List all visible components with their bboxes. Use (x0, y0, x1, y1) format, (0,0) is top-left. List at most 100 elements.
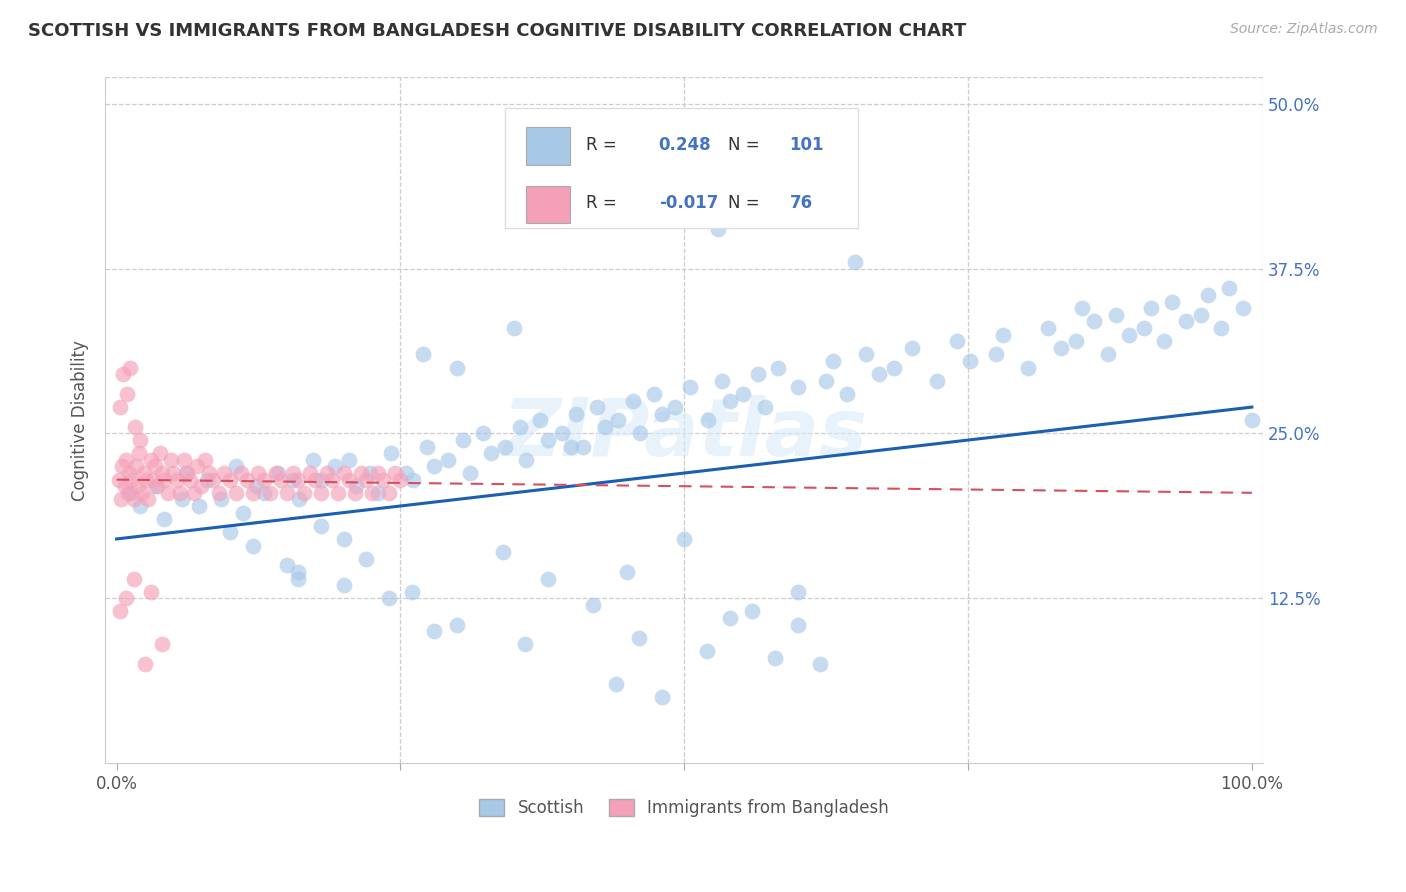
Point (650, 690, 672, 705)
Point (125, 459, 148, 474)
Point (242, 485, 264, 500)
Point (402, 473, 425, 487)
Point (309, 518, 332, 533)
Point (172, 492, 194, 507)
Point (326, 485, 349, 500)
Point (1017, 360, 1039, 375)
Point (733, 387, 755, 401)
Point (264, 466, 287, 480)
Point (673, 202, 696, 217)
Point (1232, 301, 1254, 316)
Point (515, 637, 537, 651)
Point (650, 407, 672, 421)
Point (150, 637, 173, 651)
Point (710, 374, 733, 388)
Point (786, 617, 808, 632)
Point (458, 466, 481, 480)
Point (446, 360, 468, 375)
Text: 76: 76 (790, 194, 813, 212)
Point (302, 453, 325, 467)
Point (142, 473, 165, 487)
Point (503, 321, 526, 335)
Point (423, 624, 446, 639)
Point (343, 485, 366, 500)
Point (120, 360, 142, 375)
Point (380, 446, 402, 460)
Point (927, 374, 949, 388)
Point (472, 426, 495, 441)
Point (959, 354, 981, 368)
Point (276, 558, 298, 573)
Point (627, 631, 650, 645)
Point (356, 473, 378, 487)
Point (1050, 341, 1073, 355)
Point (401, 584, 423, 599)
Point (332, 466, 354, 480)
Point (304, 473, 326, 487)
Point (112, 367, 135, 381)
Point (197, 466, 219, 480)
Point (1153, 334, 1175, 348)
Point (593, 420, 616, 434)
Point (373, 473, 395, 487)
Point (287, 565, 309, 579)
Point (673, 532, 696, 546)
Point (550, 426, 572, 441)
Point (572, 440, 595, 454)
Point (582, 598, 605, 612)
Point (232, 506, 254, 520)
Point (718, 393, 741, 408)
Point (114, 591, 136, 606)
Point (219, 473, 242, 487)
Point (259, 485, 281, 500)
Point (321, 473, 343, 487)
Point (696, 644, 718, 658)
Point (150, 466, 173, 480)
Point (236, 473, 259, 487)
Point (117, 485, 139, 500)
Point (986, 347, 1008, 361)
Point (1175, 314, 1198, 328)
Point (855, 347, 877, 361)
Point (446, 617, 468, 632)
Point (253, 473, 276, 487)
Point (993, 327, 1015, 342)
Point (179, 473, 201, 487)
Point (309, 485, 332, 500)
Point (111, 459, 134, 474)
Point (176, 466, 198, 480)
Point (225, 459, 247, 474)
Point (479, 446, 502, 460)
Text: SCOTTISH VS IMMIGRANTS FROM BANGLADESH COGNITIVE DISABILITY CORRELATION CHART: SCOTTISH VS IMMIGRANTS FROM BANGLADESH C… (28, 22, 966, 40)
Point (162, 466, 184, 480)
Point (607, 413, 630, 427)
Point (697, 413, 720, 427)
Point (139, 453, 162, 467)
Point (835, 387, 858, 401)
Point (231, 466, 253, 480)
Point (166, 473, 188, 487)
Point (768, 360, 790, 375)
Point (143, 459, 166, 474)
Point (718, 611, 741, 625)
Point (1036, 321, 1059, 335)
Point (110, 492, 132, 507)
Point (174, 466, 197, 480)
Point (679, 380, 702, 394)
Point (219, 525, 242, 540)
Point (188, 499, 211, 513)
Text: R =: R = (586, 194, 617, 212)
Text: N =: N = (728, 194, 759, 212)
Point (844, 255, 866, 269)
Point (901, 341, 924, 355)
Text: ZIPatlas: ZIPatlas (502, 395, 866, 473)
Point (194, 453, 217, 467)
Point (1133, 321, 1156, 335)
Point (415, 440, 437, 454)
Point (763, 650, 786, 665)
Point (156, 485, 179, 500)
Point (323, 459, 346, 474)
Point (585, 400, 607, 414)
Point (367, 466, 389, 480)
FancyBboxPatch shape (526, 186, 569, 224)
